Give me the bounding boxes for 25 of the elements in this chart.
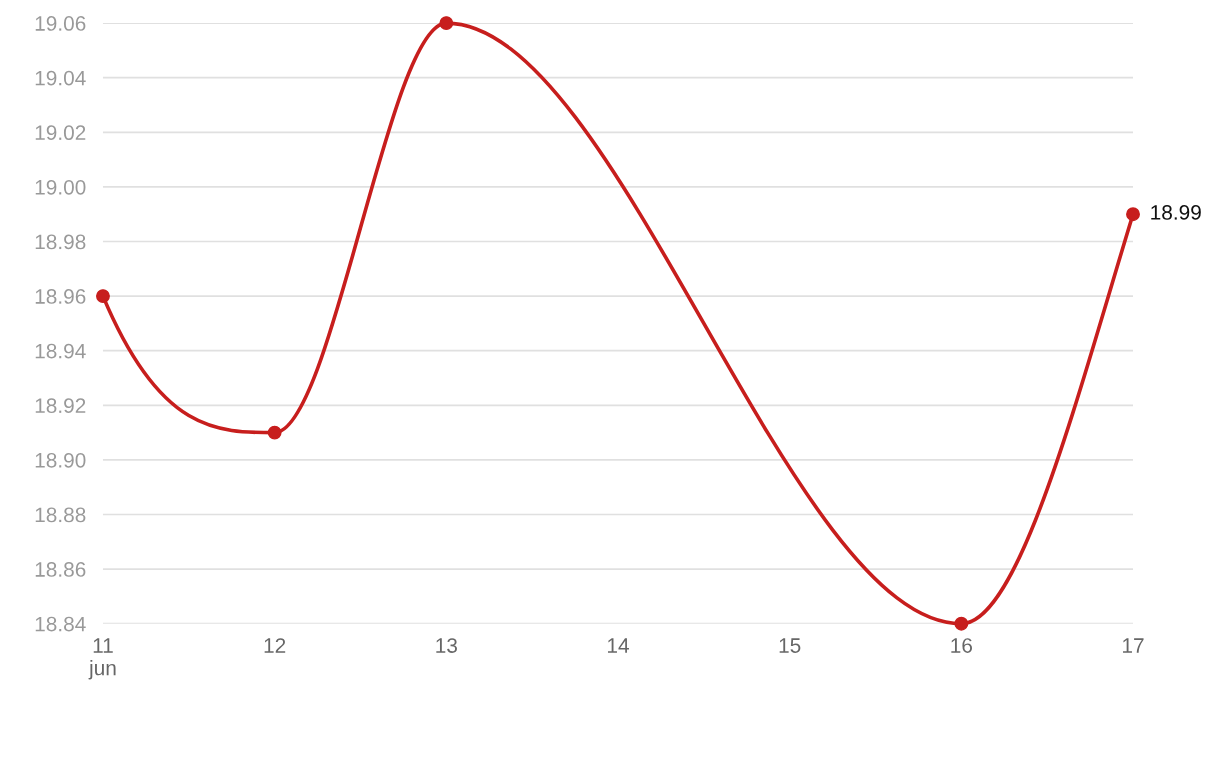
x-tick-label: 12 [264, 638, 286, 653]
y-tick-label: 18.88 [35, 507, 86, 523]
y-tick-label: 18.92 [35, 398, 86, 414]
x-tick-label: 17 [1123, 638, 1144, 653]
y-tick-label: 18.96 [35, 289, 86, 304]
point [439, 16, 454, 31]
x-tick-label: 16 [951, 638, 973, 653]
y-tick-label: 18.84 [35, 616, 86, 632]
point [954, 616, 969, 631]
x-tick-label: 13 [436, 638, 457, 653]
y-tick-label: 19.00 [35, 179, 86, 195]
y-tick-label: 18.90 [35, 452, 86, 468]
x-tick-label: 14 [607, 638, 629, 653]
data-label: 18.99 [1151, 205, 1201, 220]
y-tick-label: 19.02 [35, 125, 86, 141]
x-tick-label: 15 [779, 638, 801, 653]
y-tick-label: 18.94 [35, 343, 86, 359]
point [267, 425, 282, 440]
x-tick-label: 11 jun [88, 638, 116, 680]
y-tick-label: 18.86 [35, 562, 86, 577]
point [1126, 207, 1140, 222]
point [96, 289, 110, 304]
y-tick-label: 19.04 [35, 70, 86, 86]
y-tick-label: 19.06 [35, 16, 86, 31]
y-tick-label: 18.98 [35, 234, 86, 250]
